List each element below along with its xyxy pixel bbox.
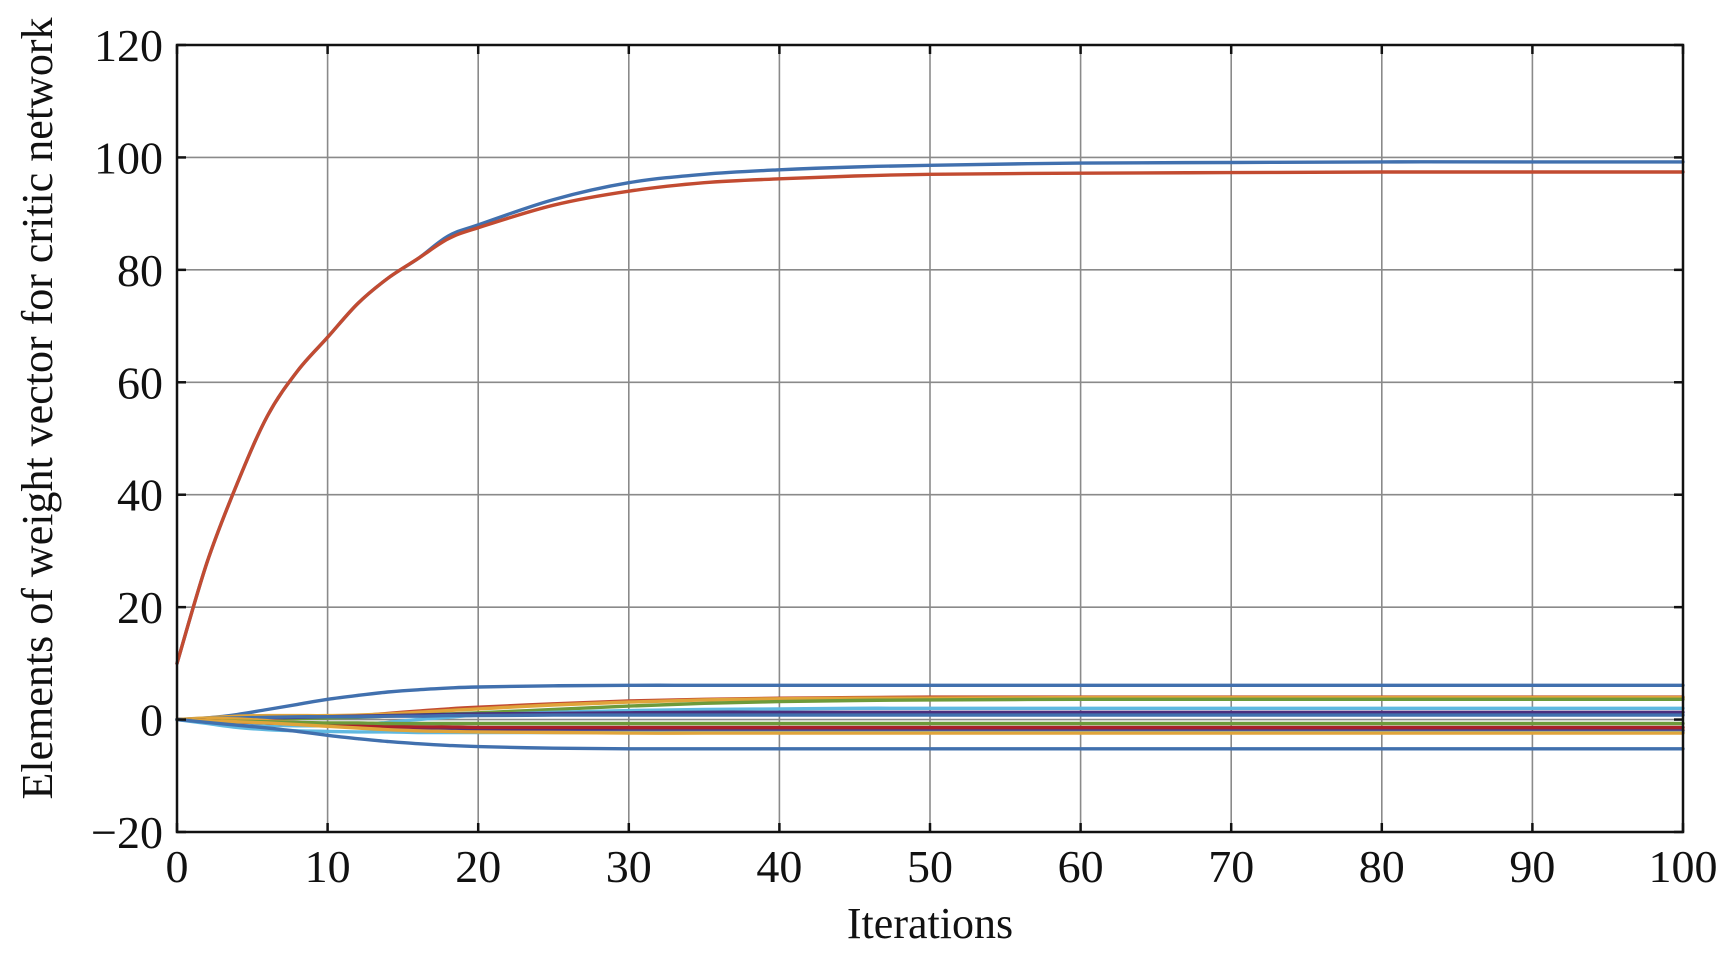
x-tick-label-6: 60 — [1058, 841, 1104, 892]
series-line-13 — [175, 717, 1685, 726]
y-tick-label-4: 60 — [117, 357, 163, 408]
y-tick-label-6: 100 — [94, 132, 163, 183]
series-lines — [175, 160, 1685, 751]
series-line-16 — [175, 717, 1685, 751]
series-line-2 — [175, 170, 1685, 666]
y-tick-label-2: 20 — [117, 582, 163, 633]
x-tick-label-3: 30 — [606, 841, 652, 892]
x-tick-label-0: 0 — [166, 841, 189, 892]
x-tick-label-4: 40 — [756, 841, 802, 892]
y-axis-title: Elements of weight vector for critic net… — [13, 18, 62, 800]
y-tick-labels: −20 0 20 40 60 80 100 120 — [91, 20, 163, 858]
y-tick-label-7: 120 — [94, 20, 163, 71]
x-tick-label-2: 20 — [455, 841, 501, 892]
x-tick-label-7: 70 — [1208, 841, 1254, 892]
x-tick-label-10: 100 — [1649, 841, 1718, 892]
x-tick-label-9: 90 — [1509, 841, 1555, 892]
x-tick-label-1: 10 — [305, 841, 351, 892]
x-axis-title: Iterations — [847, 899, 1013, 948]
x-tick-label-8: 80 — [1359, 841, 1405, 892]
series-line-15 — [175, 717, 1685, 735]
series-line-9 — [175, 713, 1685, 722]
x-tick-labels: 0 10 20 30 40 50 60 70 80 90 100 — [166, 841, 1718, 892]
axis-ticks — [175, 43, 1685, 834]
y-tick-label-0: −20 — [91, 807, 163, 858]
y-tick-label-5: 80 — [117, 245, 163, 296]
series-line-3 — [175, 683, 1685, 722]
x-tick-label-5: 50 — [907, 841, 953, 892]
y-tick-label-1: 0 — [140, 695, 163, 746]
y-tick-label-3: 40 — [117, 470, 163, 521]
